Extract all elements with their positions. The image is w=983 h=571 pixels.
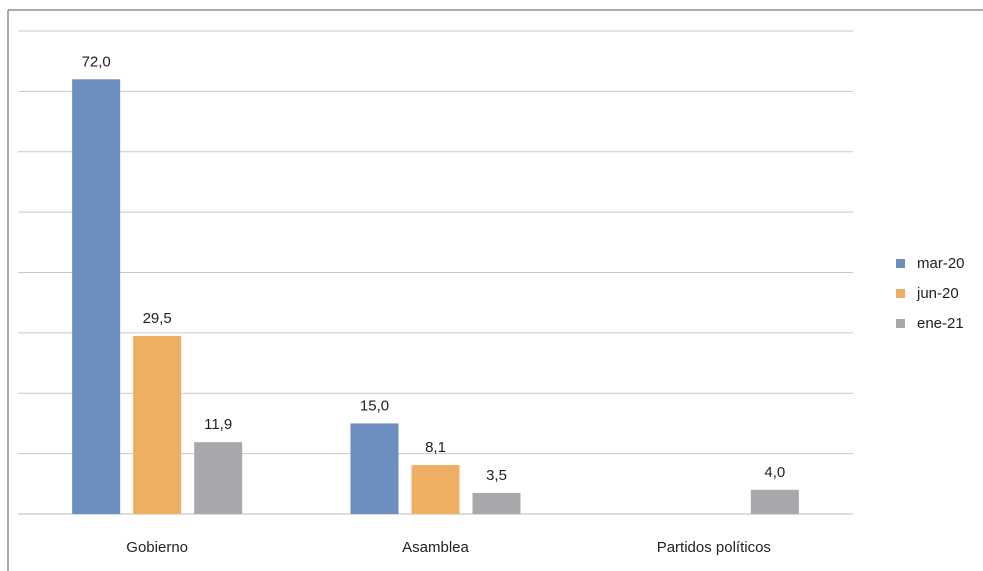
legend: mar-20 jun-20 ene-21 xyxy=(896,248,965,338)
data-label: 11,9 xyxy=(204,416,232,433)
data-label: 4,0 xyxy=(764,464,785,481)
legend-label: jun-20 xyxy=(917,284,959,302)
data-label: 29,5 xyxy=(143,310,172,327)
legend-swatch xyxy=(896,318,905,328)
x-tick-label: Asamblea xyxy=(402,539,469,556)
bar-ene-21-1 xyxy=(472,492,521,514)
legend-swatch xyxy=(896,258,905,268)
bar-ene-21-0 xyxy=(194,442,243,514)
bar-ene-21-2 xyxy=(750,489,799,514)
bar-jun-20-1 xyxy=(411,465,460,514)
data-label: 8,1 xyxy=(425,439,446,456)
bar-jun-20-0 xyxy=(133,335,182,514)
bar-mar-20-1 xyxy=(350,423,399,514)
bar-mar-20-0 xyxy=(72,79,121,515)
x-tick-label: Gobierno xyxy=(126,539,188,556)
data-label: 72,0 xyxy=(82,53,111,70)
legend-label: mar-20 xyxy=(917,254,965,272)
legend-swatch xyxy=(896,288,905,298)
legend-item: ene-21 xyxy=(896,308,965,338)
legend-item: mar-20 xyxy=(896,248,965,278)
x-tick-label: Partidos políticos xyxy=(657,539,771,556)
data-label: 15,0 xyxy=(360,397,389,414)
legend-item: jun-20 xyxy=(896,278,965,308)
data-label: 3,5 xyxy=(486,467,507,484)
legend-label: ene-21 xyxy=(917,314,964,332)
